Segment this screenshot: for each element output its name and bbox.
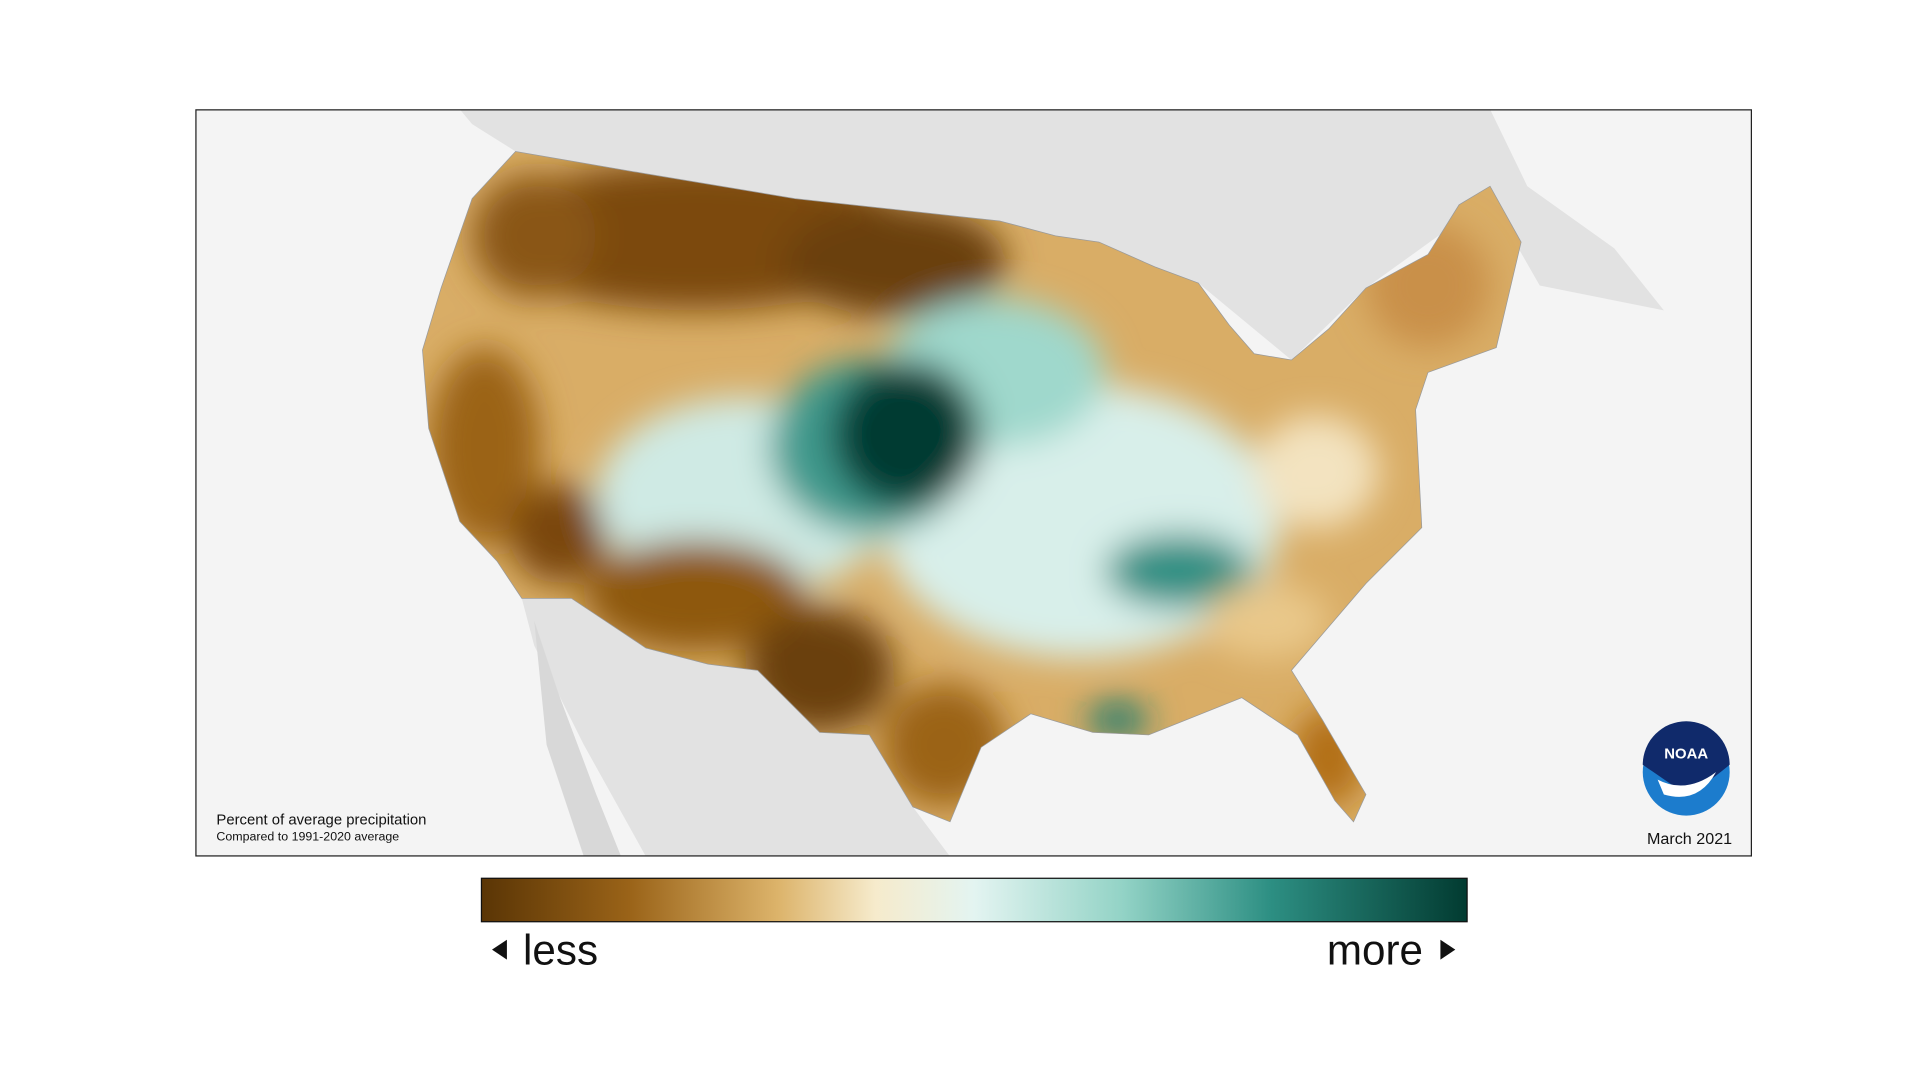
more-arrow <box>1440 939 1456 960</box>
map-date: March 2021 <box>1647 830 1732 848</box>
map-frame <box>195 109 1753 857</box>
note-title: Percent of average precipitation <box>216 812 426 828</box>
logo-text: NOAA <box>1664 746 1708 762</box>
mexico <box>521 598 951 857</box>
canada <box>459 109 1664 360</box>
note-subtitle: Compared to 1991-2020 average <box>216 829 399 843</box>
noaa-logo: NOAA <box>1642 721 1730 816</box>
legend-high-label: more <box>1327 927 1423 974</box>
legend-low-label: less <box>523 927 598 974</box>
color-bar <box>480 877 1468 923</box>
baja <box>534 620 622 857</box>
less-arrow <box>492 939 507 960</box>
map-area <box>195 109 1751 857</box>
precip-field <box>422 151 1522 822</box>
